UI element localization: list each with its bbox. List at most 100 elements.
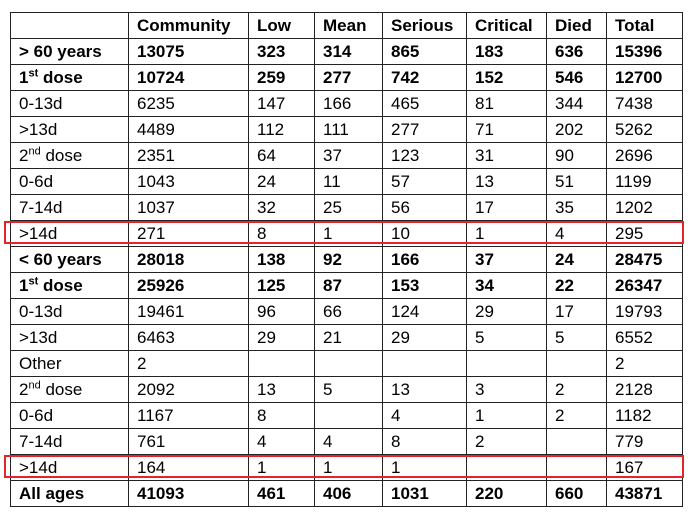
table-cell: 8 xyxy=(248,402,315,429)
header-cell-mean: Mean xyxy=(314,12,383,39)
table-row: >14d 271 8 1 10 1 4 295 xyxy=(10,220,683,247)
table-row: 2nd dose 2092 13 5 13 3 2 2128 xyxy=(10,376,683,403)
table-cell: 41093 xyxy=(128,480,249,507)
table-cell: 24 xyxy=(248,168,315,195)
row-label: 0-6d xyxy=(10,402,129,429)
table-cell: 15396 xyxy=(606,38,683,65)
table-cell: 12700 xyxy=(606,64,683,91)
table-row: Other 2 2 xyxy=(10,350,683,377)
table-cell: 10724 xyxy=(128,64,249,91)
table-cell: 6235 xyxy=(128,90,249,117)
table-cell: 56 xyxy=(382,194,467,221)
table-cell: 4 xyxy=(546,220,607,247)
row-label: 1st dose xyxy=(10,272,129,299)
table-cell: 26347 xyxy=(606,272,683,299)
table-cell: 1 xyxy=(314,220,383,247)
table-cell: 96 xyxy=(248,298,315,325)
table-cell: 636 xyxy=(546,38,607,65)
row-label: 2nd dose xyxy=(10,142,129,169)
table-cell: 5 xyxy=(466,324,547,351)
vaccine-outcomes-table-wrapper: Community Low Mean Serious Critical Died… xyxy=(10,12,683,507)
table-cell: 2092 xyxy=(128,376,249,403)
row-label-text: >14d xyxy=(19,223,58,243)
table-cell xyxy=(466,454,547,481)
table-cell: 28475 xyxy=(606,246,683,273)
table-cell: 19461 xyxy=(128,298,249,325)
row-label-text: 2 xyxy=(19,145,29,165)
row-label: >13d xyxy=(10,116,129,143)
row-label-rest: dose xyxy=(40,379,83,399)
table-cell: 2 xyxy=(466,428,547,455)
table-cell: 37 xyxy=(466,246,547,273)
table-cell: 314 xyxy=(314,38,383,65)
table-cell: 13 xyxy=(466,168,547,195)
row-label: 0-6d xyxy=(10,168,129,195)
row-label-text: 0-6d xyxy=(19,405,54,425)
table-cell: 28018 xyxy=(128,246,249,273)
table-cell: 465 xyxy=(382,90,467,117)
table-cell: 220 xyxy=(466,480,547,507)
row-label-rest: dose xyxy=(38,275,83,295)
table-cell: 202 xyxy=(546,116,607,143)
table-cell: 1 xyxy=(466,220,547,247)
table-cell: 779 xyxy=(606,428,683,455)
table-cell: 1182 xyxy=(606,402,683,429)
table-cell: 167 xyxy=(606,454,683,481)
table-cell: 1167 xyxy=(128,402,249,429)
table-cell: 406 xyxy=(314,480,383,507)
table-cell: 277 xyxy=(382,116,467,143)
table-cell: 21 xyxy=(314,324,383,351)
table-cell: 164 xyxy=(128,454,249,481)
header-row: Community Low Mean Serious Critical Died… xyxy=(10,12,683,39)
header-cell-total: Total xyxy=(606,12,683,39)
table-cell: 81 xyxy=(466,90,547,117)
table-cell: 152 xyxy=(466,64,547,91)
table-cell: 865 xyxy=(382,38,467,65)
table-cell: 35 xyxy=(546,194,607,221)
header-cell-label xyxy=(10,12,129,39)
header-cell-community: Community xyxy=(128,12,249,39)
table-cell: 1199 xyxy=(606,168,683,195)
table-cell xyxy=(546,350,607,377)
row-label: >13d xyxy=(10,324,129,351)
table-cell: 1043 xyxy=(128,168,249,195)
table-cell: 2128 xyxy=(606,376,683,403)
header-cell-low: Low xyxy=(248,12,315,39)
table-cell: 2351 xyxy=(128,142,249,169)
table-cell: 29 xyxy=(466,298,547,325)
row-label: 7-14d xyxy=(10,194,129,221)
table-cell: 19793 xyxy=(606,298,683,325)
table-cell xyxy=(314,350,383,377)
row-label: > 60 years xyxy=(10,38,129,65)
table-cell xyxy=(546,428,607,455)
table-row: 7-14d 761 4 4 8 2 779 xyxy=(10,428,683,455)
table-cell: 6463 xyxy=(128,324,249,351)
table-row: 1st dose 10724 259 277 742 152 546 12700 xyxy=(10,64,683,91)
table-cell: 1 xyxy=(466,402,547,429)
table-cell: 2 xyxy=(546,376,607,403)
table-cell: 7438 xyxy=(606,90,683,117)
table-cell: 4489 xyxy=(128,116,249,143)
row-label: 7-14d xyxy=(10,428,129,455)
table-cell: 92 xyxy=(314,246,383,273)
row-label: < 60 years xyxy=(10,246,129,273)
table-row: < 60 years 28018 138 92 166 37 24 28475 xyxy=(10,246,683,273)
table-cell: 344 xyxy=(546,90,607,117)
row-label: All ages xyxy=(10,480,129,507)
table-cell: 112 xyxy=(248,116,315,143)
table-cell: 1 xyxy=(314,454,383,481)
row-label-text: 1 xyxy=(19,275,29,295)
table-cell: 11 xyxy=(314,168,383,195)
table-cell: 271 xyxy=(128,220,249,247)
row-label-text: >13d xyxy=(19,327,58,347)
table-cell: 32 xyxy=(248,194,315,221)
table-cell: 66 xyxy=(314,298,383,325)
table-cell: 5 xyxy=(546,324,607,351)
table-cell: 295 xyxy=(606,220,683,247)
table-cell: 166 xyxy=(314,90,383,117)
table-cell: 37 xyxy=(314,142,383,169)
table-row: >13d 6463 29 21 29 5 5 6552 xyxy=(10,324,683,351)
row-label-text: < 60 years xyxy=(19,249,102,269)
table-row: 1st dose 25926 125 87 153 34 22 26347 xyxy=(10,272,683,299)
table-cell: 25926 xyxy=(128,272,249,299)
